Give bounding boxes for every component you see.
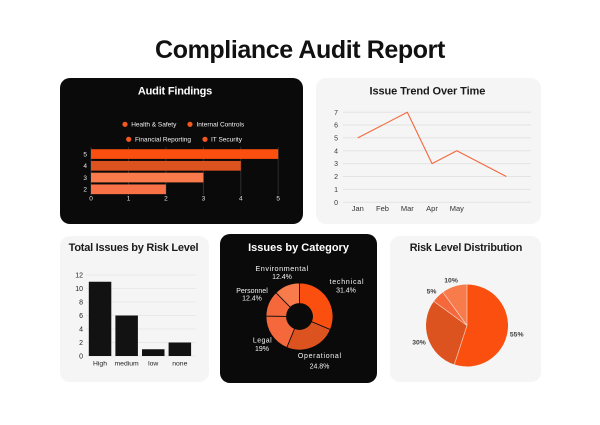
svg-text:Audit Findings: Audit Findings bbox=[138, 86, 212, 98]
svg-text:High: High bbox=[93, 361, 107, 368]
svg-text:Issues by Category: Issues by Category bbox=[248, 242, 350, 254]
svg-text:5: 5 bbox=[276, 196, 280, 203]
svg-text:1: 1 bbox=[127, 196, 131, 203]
svg-text:Legal: Legal bbox=[253, 337, 272, 344]
svg-text:none: none bbox=[172, 361, 187, 368]
svg-text:Personnel: Personnel bbox=[236, 288, 268, 295]
svg-text:12: 12 bbox=[75, 273, 83, 280]
svg-text:7: 7 bbox=[334, 110, 338, 117]
svg-text:Internal Controls: Internal Controls bbox=[197, 121, 245, 128]
svg-text:0: 0 bbox=[334, 200, 338, 207]
svg-text:5: 5 bbox=[334, 136, 338, 143]
svg-text:Financial Reporting: Financial Reporting bbox=[135, 136, 191, 143]
svg-text:12.4%: 12.4% bbox=[242, 296, 262, 303]
svg-text:Total Issues by Risk Level: Total Issues by Risk Level bbox=[69, 242, 199, 254]
svg-text:Health & Safety: Health & Safety bbox=[131, 121, 177, 128]
svg-text:8: 8 bbox=[79, 300, 83, 307]
svg-text:55%: 55% bbox=[509, 331, 523, 338]
svg-text:19%: 19% bbox=[255, 346, 269, 353]
svg-text:Jan: Jan bbox=[352, 204, 364, 213]
svg-text:Operational: Operational bbox=[298, 353, 342, 360]
svg-text:30%: 30% bbox=[412, 339, 426, 346]
svg-text:3: 3 bbox=[83, 175, 87, 182]
svg-text:6: 6 bbox=[334, 123, 338, 130]
svg-text:4: 4 bbox=[334, 148, 338, 155]
svg-text:Apr: Apr bbox=[426, 204, 438, 213]
svg-text:3: 3 bbox=[334, 161, 338, 168]
svg-text:medium: medium bbox=[115, 361, 140, 368]
svg-text:Feb: Feb bbox=[376, 204, 389, 213]
svg-text:10%: 10% bbox=[444, 278, 458, 285]
svg-text:2: 2 bbox=[83, 187, 87, 194]
svg-text:4: 4 bbox=[239, 196, 243, 203]
svg-text:IT Security: IT Security bbox=[211, 136, 243, 143]
svg-text:2: 2 bbox=[164, 196, 168, 203]
svg-text:0: 0 bbox=[89, 196, 93, 203]
svg-text:5%: 5% bbox=[426, 288, 436, 295]
svg-text:1: 1 bbox=[334, 187, 338, 194]
svg-text:10: 10 bbox=[75, 286, 83, 293]
svg-text:May: May bbox=[450, 204, 464, 213]
svg-text:3: 3 bbox=[202, 196, 206, 203]
svg-text:Risk Level Distribution: Risk Level Distribution bbox=[409, 242, 521, 254]
svg-text:6: 6 bbox=[79, 313, 83, 320]
svg-text:2: 2 bbox=[79, 340, 83, 347]
svg-text:31.4%: 31.4% bbox=[336, 288, 356, 295]
svg-text:Issue Trend Over Time: Issue Trend Over Time bbox=[370, 86, 486, 98]
svg-text:0: 0 bbox=[79, 354, 83, 361]
svg-text:4: 4 bbox=[79, 327, 83, 334]
svg-text:4: 4 bbox=[83, 163, 87, 170]
svg-text:Mar: Mar bbox=[401, 204, 414, 213]
svg-text:5: 5 bbox=[83, 151, 87, 158]
svg-text:low: low bbox=[148, 361, 158, 368]
svg-text:24.8%: 24.8% bbox=[310, 363, 330, 370]
svg-text:12.4%: 12.4% bbox=[272, 274, 292, 281]
svg-text:2: 2 bbox=[334, 174, 338, 181]
svg-text:Environmental: Environmental bbox=[255, 264, 308, 273]
svg-text:technical: technical bbox=[329, 279, 364, 286]
